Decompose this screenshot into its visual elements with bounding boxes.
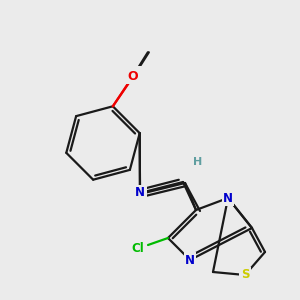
Text: N: N: [135, 188, 145, 200]
Text: O: O: [128, 70, 138, 83]
Text: N: N: [135, 187, 145, 200]
Text: H: H: [194, 157, 202, 167]
Text: N: N: [223, 191, 233, 205]
Text: N: N: [185, 254, 195, 266]
Text: S: S: [241, 268, 249, 281]
Text: Cl: Cl: [132, 242, 144, 254]
Text: O: O: [130, 68, 140, 81]
Text: H: H: [195, 157, 205, 169]
